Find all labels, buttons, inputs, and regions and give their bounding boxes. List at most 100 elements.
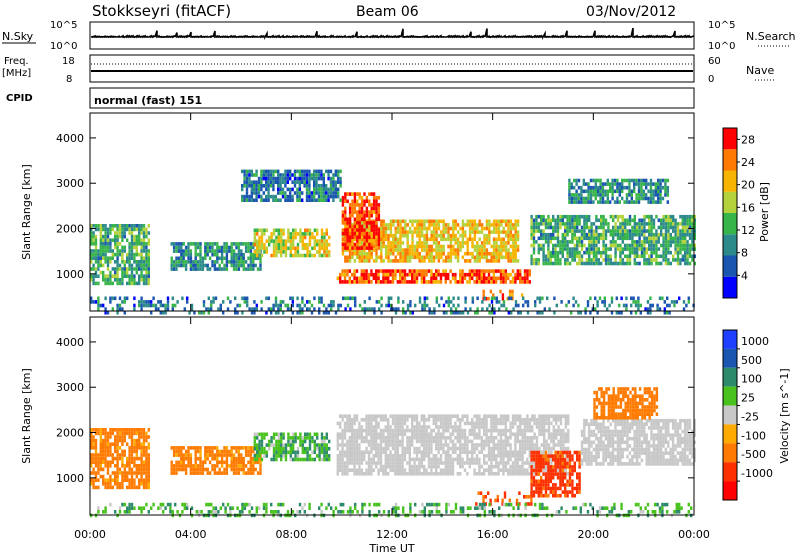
heatmap-cell — [549, 258, 552, 262]
heatmap-cell — [343, 269, 347, 273]
heatmap-cell — [138, 471, 141, 475]
heatmap-cell — [92, 435, 95, 439]
heatmap-cell — [628, 243, 632, 248]
heatmap-cell — [189, 249, 193, 253]
heatmap-cell — [526, 280, 529, 284]
heatmap-cell — [640, 189, 643, 194]
heatmap-cell — [399, 241, 402, 245]
heatmap-cell — [201, 471, 205, 475]
heatmap-cell — [590, 232, 593, 237]
heatmap-cell — [413, 276, 416, 281]
heatmap-cell — [348, 246, 352, 250]
heatmap-cell — [142, 245, 146, 250]
heatmap-cell — [377, 446, 380, 451]
heatmap-cell — [382, 237, 385, 242]
heatmap-cell — [516, 230, 520, 234]
heatmap-cell — [289, 307, 292, 311]
heatmap-cell — [284, 242, 288, 247]
heatmap-cell — [189, 260, 193, 264]
heatmap-cell — [235, 252, 238, 257]
heatmap-cell — [260, 450, 264, 455]
heatmap-cell — [372, 276, 375, 281]
heatmap-cell — [532, 250, 536, 255]
heatmap-cell — [121, 478, 124, 482]
heatmap-cell — [104, 227, 107, 232]
heatmap-cell — [252, 449, 255, 454]
heatmap-cell — [346, 450, 349, 454]
heatmap-cell — [263, 232, 266, 236]
heatmap-cell — [282, 246, 285, 251]
heatmap-cell — [313, 198, 316, 202]
heatmap-cell — [415, 425, 419, 429]
heatmap-cell — [564, 236, 567, 241]
heatmap-cell — [223, 453, 226, 457]
heatmap-cell — [403, 450, 407, 454]
heatmap-cell — [106, 245, 110, 250]
heatmap-cell — [354, 300, 357, 304]
heatmap-cell — [418, 446, 421, 451]
heatmap-cell — [390, 303, 393, 308]
heatmap-cell — [249, 260, 253, 264]
heatmap-cell — [272, 180, 275, 184]
heatmap-cell — [464, 251, 467, 256]
heatmap-cell — [330, 300, 333, 304]
heatmap-cell — [130, 474, 134, 479]
heatmap-cell — [372, 272, 375, 277]
heatmap-cell — [500, 219, 503, 224]
heatmap-cell — [189, 242, 193, 246]
heatmap-cell — [413, 230, 417, 234]
heatmap-cell — [348, 213, 352, 218]
heatmap-cell — [556, 214, 560, 219]
heatmap-cell — [360, 246, 364, 250]
heatmap-cell — [123, 310, 126, 315]
heatmap-cell — [406, 272, 409, 277]
heatmap-cell — [630, 296, 633, 301]
heatmap-cell — [329, 194, 333, 199]
heatmap-cell — [194, 460, 197, 465]
heatmap-cell — [277, 307, 280, 311]
heatmap-cell — [568, 193, 571, 197]
heatmap-cell — [310, 194, 313, 199]
heatmap-cell — [237, 456, 241, 461]
heatmap-cell — [219, 307, 222, 311]
heatmap-cell — [114, 438, 117, 443]
heatmap-cell — [308, 454, 312, 458]
heatmap-cell — [511, 289, 514, 294]
heatmap-cell — [363, 210, 366, 214]
heatmap-cell — [223, 467, 226, 472]
heatmap-cell — [408, 439, 411, 444]
heatmap-cell — [385, 303, 388, 308]
heatmap-cell — [313, 180, 316, 184]
heatmap-cell — [272, 307, 275, 311]
heatmap-cell — [540, 218, 543, 223]
heatmap-cell — [380, 244, 383, 249]
heatmap-cell — [318, 296, 321, 301]
heatmap-cell — [672, 258, 675, 262]
heatmap-cell — [418, 472, 421, 476]
heatmap-cell — [686, 222, 689, 226]
heatmap-cell — [334, 180, 337, 184]
heatmap-cell — [253, 300, 256, 304]
heatmap-cell — [325, 232, 328, 236]
heatmap-cell — [500, 241, 503, 245]
heatmap-cell — [483, 226, 486, 231]
heatmap-cell — [611, 185, 614, 190]
heatmap-cell — [544, 236, 548, 241]
heatmap-cell — [444, 223, 448, 227]
heatmap-cell — [348, 457, 351, 462]
heatmap-cell — [247, 256, 250, 261]
heatmap-cell — [118, 263, 122, 268]
heatmap-cell — [104, 224, 107, 228]
heatmap-cell — [348, 280, 351, 284]
heatmap-cell — [399, 223, 402, 227]
heatmap-cell — [564, 232, 567, 237]
heatmap-cell — [616, 218, 620, 223]
heatmap-cell — [408, 226, 412, 231]
heatmap-cell — [640, 254, 644, 259]
heatmap-cell — [509, 255, 513, 260]
heatmap-cell — [580, 189, 583, 194]
heatmap-cell — [358, 468, 361, 472]
heatmap-cell — [456, 255, 460, 260]
heatmap-cell — [456, 241, 460, 245]
heatmap-cell — [643, 236, 646, 241]
